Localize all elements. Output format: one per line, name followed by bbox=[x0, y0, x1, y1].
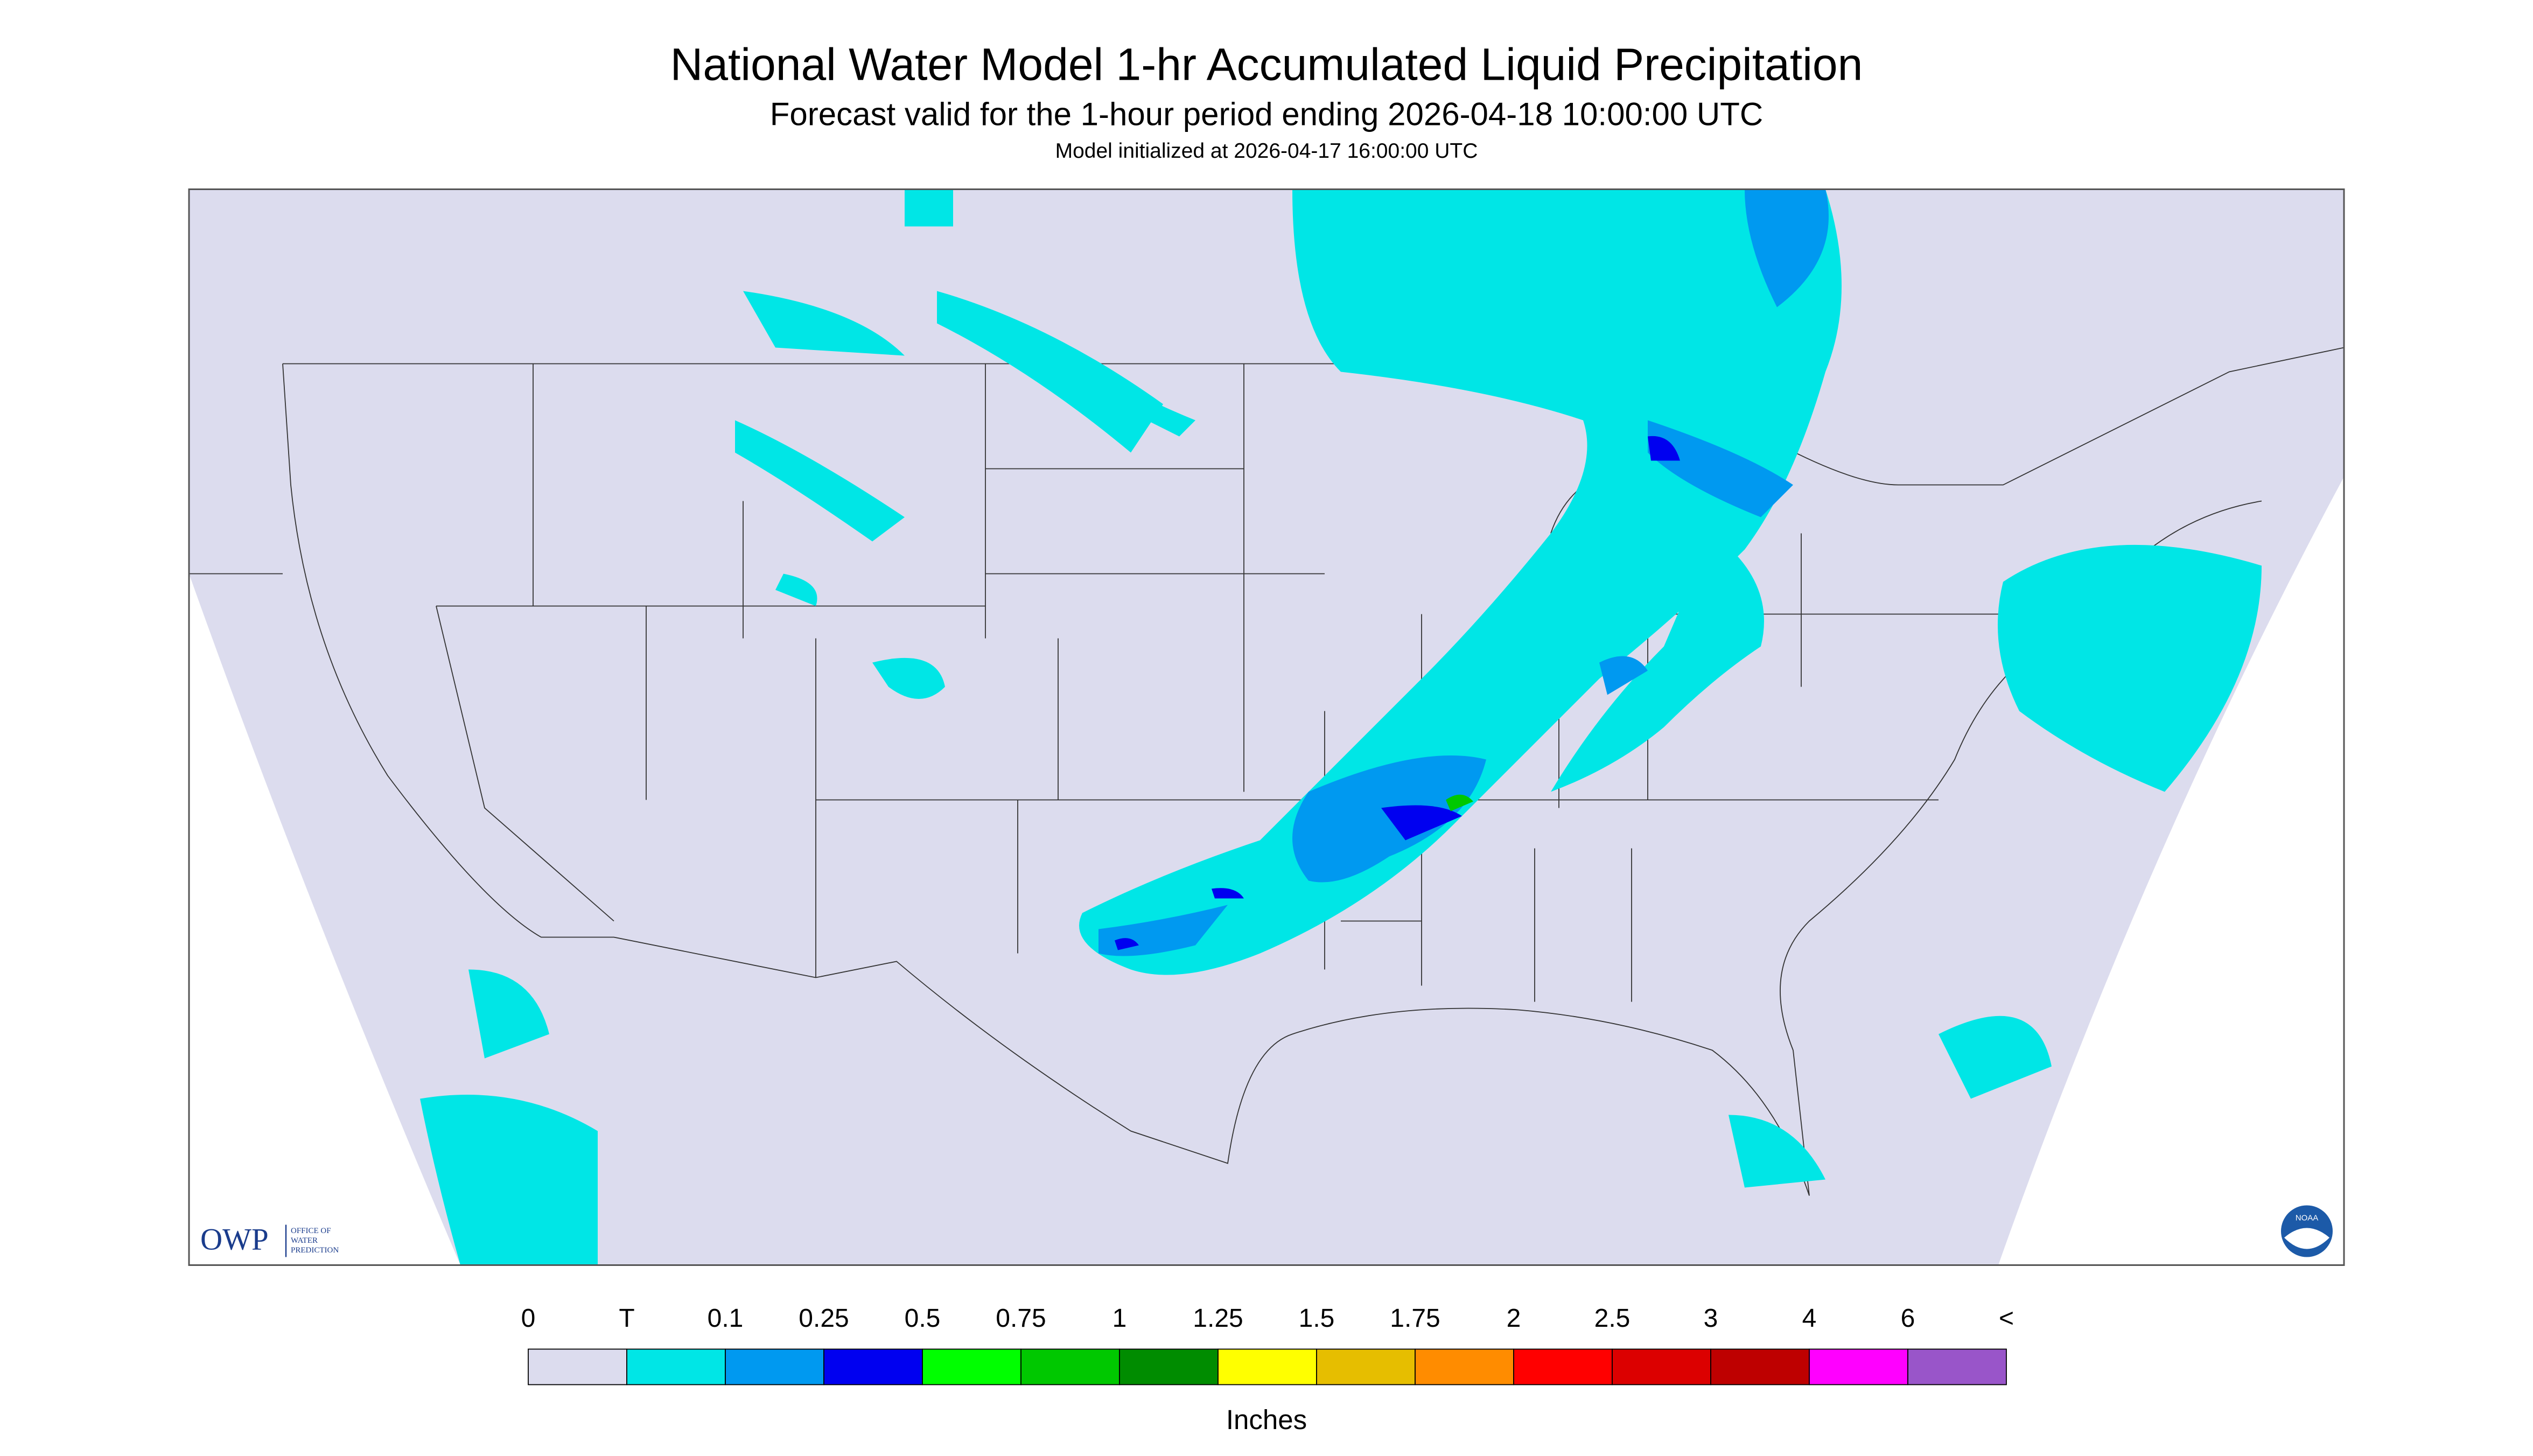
legend-label: 1.5 bbox=[1299, 1304, 1335, 1333]
color-swatch bbox=[823, 1348, 923, 1385]
legend-label: 0.1 bbox=[708, 1304, 744, 1333]
legend-label: 4 bbox=[1802, 1304, 1817, 1333]
color-swatch bbox=[725, 1348, 824, 1385]
legend-label: 3 bbox=[1704, 1304, 1718, 1333]
legend-label: 1.75 bbox=[1390, 1304, 1440, 1333]
legend-label: 6 bbox=[1901, 1304, 1915, 1333]
noaa-logo: NOAA bbox=[2281, 1205, 2333, 1257]
legend-label: T bbox=[619, 1304, 634, 1333]
legend-label: 2 bbox=[1507, 1304, 1521, 1333]
legend-label: 1.25 bbox=[1193, 1304, 1243, 1333]
owp-logo-text: OWP bbox=[200, 1223, 269, 1257]
owp-logo: OWP OFFICE OF WATER PREDICTION bbox=[200, 1223, 339, 1257]
color-swatch bbox=[1217, 1348, 1317, 1385]
owp-subtext: WATER bbox=[291, 1236, 318, 1245]
title: National Water Model 1-hr Accumulated Li… bbox=[670, 39, 1863, 90]
color-swatch bbox=[922, 1348, 1021, 1385]
color-swatch bbox=[1710, 1348, 1810, 1385]
legend: 0 T 0.1 0.25 0.5 0.75 1 1.25 1.5 1.75 2 2.5 3 4 6 < bbox=[521, 1304, 2014, 1385]
legend-unit: Inches bbox=[1226, 1404, 1307, 1435]
color-swatch bbox=[1809, 1348, 1908, 1385]
color-swatch bbox=[528, 1348, 627, 1385]
color-swatch bbox=[626, 1348, 726, 1385]
noaa-text: NOAA bbox=[2296, 1213, 2319, 1222]
legend-label: 0.25 bbox=[799, 1304, 849, 1333]
owp-subtext: PREDICTION bbox=[291, 1246, 339, 1255]
legend-label: 0 bbox=[521, 1304, 536, 1333]
legend-label: < bbox=[1999, 1304, 2014, 1333]
color-swatch bbox=[1119, 1348, 1219, 1385]
subtitle: Forecast valid for the 1-hour period end… bbox=[770, 96, 1763, 132]
color-swatch bbox=[1907, 1348, 2007, 1385]
legend-label: 1 bbox=[1112, 1304, 1127, 1333]
precipitation bbox=[420, 189, 2262, 1265]
init-note: Model initialized at 2026-04-17 16:00:00… bbox=[1055, 139, 1478, 163]
color-swatch bbox=[1513, 1348, 1613, 1385]
map: OWP OFFICE OF WATER PREDICTION NOAA bbox=[188, 188, 2345, 1266]
color-swatch bbox=[1612, 1348, 1711, 1385]
map-frame bbox=[188, 188, 2345, 1266]
owp-subtext: OFFICE OF bbox=[291, 1227, 331, 1235]
color-swatch bbox=[1316, 1348, 1416, 1385]
legend-label: 0.75 bbox=[996, 1304, 1046, 1333]
domain bbox=[189, 189, 2344, 1265]
color-swatch bbox=[1020, 1348, 1120, 1385]
legend-label: 2.5 bbox=[1594, 1304, 1631, 1333]
color-swatch bbox=[1415, 1348, 1514, 1385]
legend-label: 0.5 bbox=[905, 1304, 941, 1333]
